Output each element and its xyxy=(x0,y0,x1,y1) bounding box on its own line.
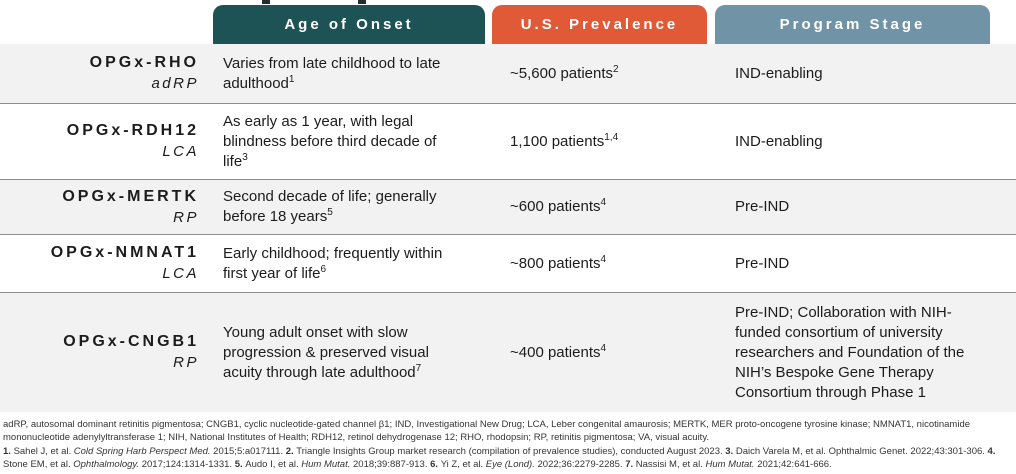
prevalence-cell: ~5,600 patients2 xyxy=(492,64,715,84)
cropped-text-artifact xyxy=(262,0,270,4)
abbreviations-footnote: adRP, autosomal dominant retinitis pigme… xyxy=(3,419,971,443)
references-footnote: 1. Sahel J, et al. Cold Spring Harb Pers… xyxy=(3,446,996,470)
reference-superscript: 3 xyxy=(242,151,248,163)
onset-text: Second decade of life; generally before … xyxy=(223,188,437,225)
program-indication: LCA xyxy=(162,143,199,160)
program-name: OPGx-MERTK xyxy=(62,187,199,205)
age-of-onset-cell: Young adult onset with slow progression … xyxy=(213,323,492,383)
reference-superscript: 1 xyxy=(288,73,295,85)
onset-text: Varies from late childhood to late adult… xyxy=(223,54,441,92)
program-cell: OPGx-RHO adRP xyxy=(0,53,213,94)
age-of-onset-cell: Early childhood; frequently within first… xyxy=(213,244,492,284)
prevalence-text: 1,100 patients xyxy=(510,132,605,150)
program-stage-cell: Pre-IND xyxy=(735,198,790,215)
table-row: OPGx-NMNAT1 LCA Early childhood; frequen… xyxy=(0,234,1016,292)
reference-superscript: 7 xyxy=(415,362,422,374)
prevalence-cell: 1,100 patients1,4 xyxy=(492,132,715,152)
column-header-us-prevalence: U.S. Prevalence xyxy=(492,5,707,44)
program-name: OPGx-RHO xyxy=(89,54,199,71)
prevalence-cell: ~800 patients4 xyxy=(492,254,715,274)
column-header-age-of-onset: Age of Onset xyxy=(213,5,485,44)
reference-superscript: 2 xyxy=(613,63,619,75)
prevalence-text: ~800 patients xyxy=(510,254,601,272)
age-of-onset-cell: As early as 1 year, with legal blindness… xyxy=(213,112,492,172)
program-indication: RP xyxy=(173,208,199,226)
table-row: OPGx-RHO adRP Varies from late childhood… xyxy=(0,44,1016,103)
table-row: OPGx-CNGB1 RP Young adult onset with slo… xyxy=(0,292,1016,412)
onset-text: Early childhood; frequently within first… xyxy=(223,244,443,282)
reference-superscript: 4 xyxy=(600,342,607,354)
program-stage-cell: IND-enabling xyxy=(735,132,823,150)
program-name: OPGx-RDH12 xyxy=(66,122,199,139)
reference-superscript: 6 xyxy=(320,263,327,275)
footnotes: adRP, autosomal dominant retinitis pigme… xyxy=(0,412,1016,471)
reference-superscript: 5 xyxy=(327,207,333,218)
onset-text: As early as 1 year, with legal blindness… xyxy=(223,112,437,170)
program-name: OPGx-CNGB1 xyxy=(63,333,199,350)
program-cell: OPGx-CNGB1 RP xyxy=(0,332,213,373)
program-stage-cell: IND-enabling xyxy=(735,64,823,82)
program-indication: RP xyxy=(173,354,199,371)
program-stage-cell: Pre-IND; Collaboration with NIH-funded c… xyxy=(735,303,965,401)
program-cell: OPGx-RDH12 LCA xyxy=(0,121,213,162)
program-indication: LCA xyxy=(162,265,199,282)
table-header-row: Age of Onset U.S. Prevalence Program Sta… xyxy=(0,0,1016,44)
table-row: OPGx-MERTK RP Second decade of life; gen… xyxy=(0,179,1016,234)
prevalence-text: ~600 patients xyxy=(510,198,601,215)
prevalence-cell: ~600 patients4 xyxy=(492,197,715,217)
reference-superscript: 4 xyxy=(600,197,607,208)
age-of-onset-cell: Second decade of life; generally before … xyxy=(213,187,492,227)
reference-superscript: 1,4 xyxy=(604,131,619,143)
onset-text: Young adult onset with slow progression … xyxy=(223,323,429,381)
program-name: OPGx-NMNAT1 xyxy=(50,244,199,261)
table-row: OPGx-RDH12 LCA As early as 1 year, with … xyxy=(0,103,1016,179)
column-header-program-stage: Program Stage xyxy=(715,5,990,44)
reference-superscript: 4 xyxy=(600,253,607,265)
prevalence-cell: ~400 patients4 xyxy=(492,343,715,363)
age-of-onset-cell: Varies from late childhood to late adult… xyxy=(213,54,492,94)
prevalence-text: ~400 patients xyxy=(510,343,601,361)
program-indication: adRP xyxy=(151,75,199,92)
program-cell: OPGx-NMNAT1 LCA xyxy=(0,243,213,284)
prevalence-text: ~5,600 patients xyxy=(510,64,614,82)
program-stage-cell: Pre-IND xyxy=(735,254,790,272)
program-cell: OPGx-MERTK RP xyxy=(0,187,213,228)
cropped-text-artifact xyxy=(358,0,366,4)
